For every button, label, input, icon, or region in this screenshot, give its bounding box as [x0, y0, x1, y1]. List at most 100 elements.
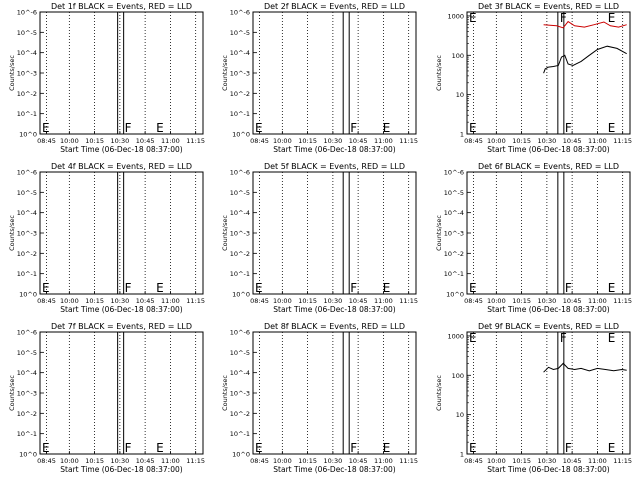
x-tick-label: 10:45 — [136, 297, 155, 305]
chart-panel-1: Det 1f BLACK = Events, RED = LLD 08:45 10:… — [8, 2, 205, 154]
y-tick-label: 10^-2 — [444, 250, 464, 258]
y-tick-label: 10^-4 — [17, 209, 37, 217]
x-tick-label: 10:30 — [538, 137, 557, 145]
chart-title: Det 9f BLACK = Events, RED = LLD — [478, 322, 619, 331]
x-axis-label: Start Time (06-Dec-18 08:37:00) — [487, 305, 609, 314]
x-tick-label: 10:30 — [538, 457, 557, 465]
x-tick-label: 11:00 — [588, 297, 607, 305]
y-tick-label: 10^0 — [19, 131, 37, 139]
marker-label-top: E — [469, 331, 477, 345]
y-tick-label: 10^0 — [19, 451, 37, 459]
y-tick-label: 10^-1 — [230, 110, 250, 118]
plot-frame — [252, 11, 417, 135]
x-tick-label: 11:15 — [186, 457, 205, 465]
f-marker-band — [342, 331, 350, 455]
series-line-1 — [543, 20, 627, 29]
marker-label: F — [125, 441, 132, 455]
plot-frame — [39, 11, 204, 135]
y-tick-label: 10 — [456, 411, 464, 419]
y-tick-label: 1000 — [447, 332, 464, 340]
chart-title: Det 6f BLACK = Events, RED = LLD — [478, 162, 619, 171]
y-tick-label: 10^-2 — [17, 250, 37, 258]
y-tick-label: 1 — [460, 451, 464, 459]
marker-label: E — [383, 121, 391, 135]
x-tick-label: 10:15 — [512, 297, 531, 305]
x-tick-label: 08:45 — [464, 457, 483, 465]
y-tick-label: 10^0 — [19, 291, 37, 299]
chart-panel-9: Det 9f BLACK = Events, RED = LLD 08:45 10:… — [435, 322, 632, 474]
plot-frame — [39, 331, 204, 455]
marker-label: E — [156, 441, 164, 455]
chart-title: Det 4f BLACK = Events, RED = LLD — [51, 162, 192, 171]
marker-label: E — [608, 441, 616, 455]
y-tick-label: 10^-5 — [230, 189, 250, 197]
x-tick-label: 08:45 — [250, 457, 269, 465]
x-axis-label: Start Time (06-Dec-18 08:37:00) — [60, 305, 182, 314]
y-axis-label: Counts/sec — [221, 215, 229, 251]
y-tick-label: 10^-3 — [444, 230, 464, 238]
marker-label-top: E — [608, 331, 616, 345]
chart-title: Det 1f BLACK = Events, RED = LLD — [51, 2, 192, 11]
marker-label: F — [565, 121, 572, 135]
x-tick-label: 10:00 — [60, 137, 79, 145]
x-tick-label: 10:30 — [111, 457, 130, 465]
marker-label: E — [42, 441, 50, 455]
marker-label: E — [255, 121, 263, 135]
y-tick-label: 100 — [452, 52, 464, 60]
x-tick-label: 10:00 — [487, 457, 506, 465]
marker-label: E — [383, 441, 391, 455]
y-tick-label: 10^-2 — [230, 410, 250, 418]
x-axis-label: Start Time (06-Dec-18 08:37:00) — [487, 465, 609, 474]
y-tick-label: 10^-3 — [230, 390, 250, 398]
x-tick-label: 11:15 — [613, 297, 632, 305]
y-tick-label: 10^-1 — [17, 270, 37, 278]
plot-frame — [252, 171, 417, 295]
y-tick-label: 10^-1 — [17, 110, 37, 118]
x-tick-label: 10:45 — [349, 297, 368, 305]
y-tick-label: 100 — [452, 372, 464, 380]
marker-label: F — [125, 121, 132, 135]
y-tick-label: 10^-6 — [17, 169, 37, 177]
y-tick-label: 10^-4 — [230, 49, 250, 57]
series-line-1 — [543, 362, 627, 373]
x-axis-label: Start Time (06-Dec-18 08:37:00) — [487, 145, 609, 154]
y-tick-label: 10^-4 — [17, 369, 37, 377]
x-tick-label: 11:00 — [161, 297, 180, 305]
x-tick-label: 10:00 — [273, 457, 292, 465]
x-tick-label: 08:45 — [464, 137, 483, 145]
x-tick-label: 10:45 — [563, 137, 582, 145]
x-tick-label: 08:45 — [37, 457, 56, 465]
marker-label: E — [608, 121, 616, 135]
y-tick-label: 10^-5 — [17, 349, 37, 357]
x-tick-label: 11:15 — [186, 297, 205, 305]
x-tick-label: 10:15 — [85, 457, 104, 465]
marker-label: E — [255, 281, 263, 295]
y-tick-label: 10^-1 — [444, 270, 464, 278]
y-tick-label: 10^-5 — [230, 29, 250, 37]
x-axis-label: Start Time (06-Dec-18 08:37:00) — [60, 145, 182, 154]
y-tick-label: 10^0 — [446, 291, 464, 299]
y-tick-label: 10^-6 — [230, 169, 250, 177]
marker-label-top: F — [560, 331, 567, 345]
x-tick-label: 10:00 — [273, 297, 292, 305]
x-tick-label: 10:15 — [85, 297, 104, 305]
chart-panel-7: Det 7f BLACK = Events, RED = LLD 08:45 10:… — [8, 322, 205, 474]
x-tick-label: 08:45 — [250, 297, 269, 305]
x-tick-label: 10:15 — [85, 137, 104, 145]
x-tick-label: 10:30 — [111, 297, 130, 305]
y-tick-label: 10^-1 — [230, 430, 250, 438]
chart-panel-5: Det 5f BLACK = Events, RED = LLD 08:45 10:… — [221, 162, 418, 314]
y-tick-label: 10^-5 — [230, 349, 250, 357]
series-line-2 — [543, 45, 627, 74]
y-tick-label: 10^-5 — [444, 189, 464, 197]
x-tick-label: 10:00 — [273, 137, 292, 145]
y-axis-label: Counts/sec — [435, 55, 443, 91]
x-tick-label: 10:00 — [60, 457, 79, 465]
x-tick-label: 11:00 — [374, 297, 393, 305]
marker-label: F — [565, 441, 572, 455]
f-marker-band — [342, 11, 350, 135]
marker-label-top: E — [608, 11, 616, 25]
y-axis-label: Counts/sec — [435, 215, 443, 251]
y-tick-label: 1000 — [447, 12, 464, 20]
x-tick-label: 11:00 — [374, 457, 393, 465]
